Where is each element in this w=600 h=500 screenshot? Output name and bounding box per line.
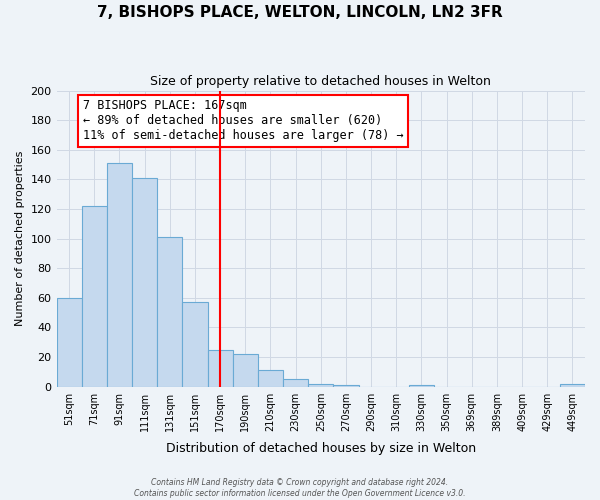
Bar — [182, 302, 208, 386]
Bar — [258, 370, 283, 386]
Bar — [409, 385, 434, 386]
Bar — [132, 178, 157, 386]
Text: Contains HM Land Registry data © Crown copyright and database right 2024.
Contai: Contains HM Land Registry data © Crown c… — [134, 478, 466, 498]
Title: Size of property relative to detached houses in Welton: Size of property relative to detached ho… — [151, 75, 491, 88]
Y-axis label: Number of detached properties: Number of detached properties — [15, 151, 25, 326]
Bar — [560, 384, 585, 386]
Bar — [56, 298, 82, 386]
Bar — [334, 385, 359, 386]
Bar — [308, 384, 334, 386]
Bar — [233, 354, 258, 386]
X-axis label: Distribution of detached houses by size in Welton: Distribution of detached houses by size … — [166, 442, 476, 455]
Bar — [157, 237, 182, 386]
Bar — [208, 350, 233, 387]
Bar — [283, 380, 308, 386]
Bar — [107, 163, 132, 386]
Text: 7 BISHOPS PLACE: 167sqm
← 89% of detached houses are smaller (620)
11% of semi-d: 7 BISHOPS PLACE: 167sqm ← 89% of detache… — [83, 100, 404, 142]
Bar — [82, 206, 107, 386]
Text: 7, BISHOPS PLACE, WELTON, LINCOLN, LN2 3FR: 7, BISHOPS PLACE, WELTON, LINCOLN, LN2 3… — [97, 5, 503, 20]
